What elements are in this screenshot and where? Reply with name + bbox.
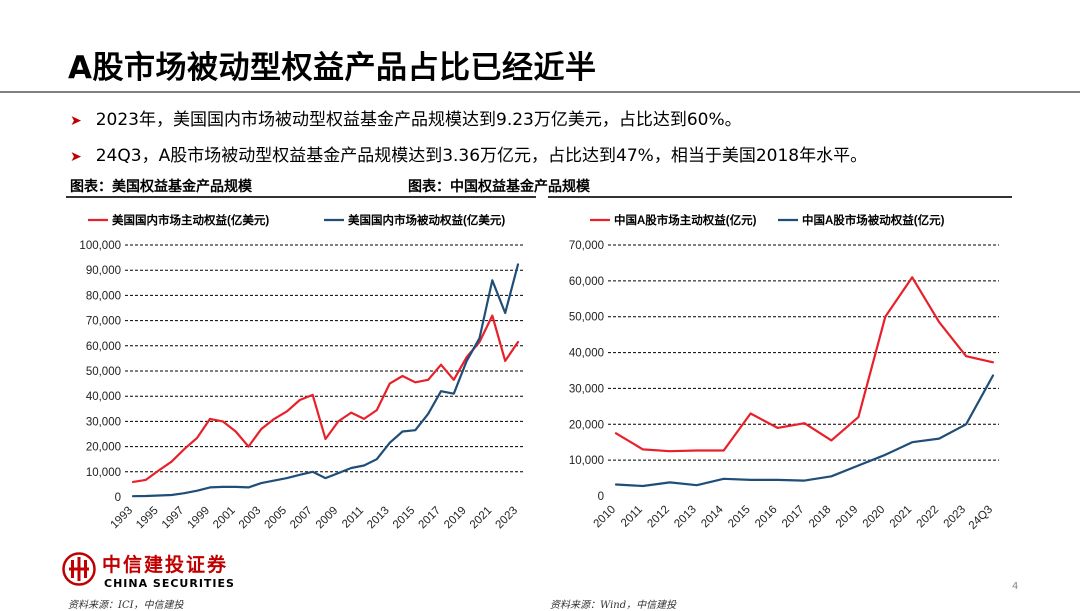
us-chart-x-tick-label: 2009	[314, 505, 341, 532]
logo-english-name: CHINA SECURITIES	[104, 577, 235, 590]
china-equity-fund-chart: 0 10,000 20,000 30,000 40,000 50,000 60,000 70,…	[569, 213, 999, 532]
us-chart-y-tick-label: 90,000	[86, 265, 121, 277]
right-chart-caption: 图表：中国权益基金产品规模	[408, 179, 590, 195]
us-chart-x-tick-label: 2001	[211, 505, 238, 532]
us-chart-x-tick-label: 2003	[237, 505, 264, 532]
title-divider	[0, 91, 1080, 93]
us-chart-y-tick-label: 60,000	[86, 341, 121, 353]
cn-chart-legend-label: 中国A股市场被动权益(亿元)	[802, 213, 945, 227]
us-chart-x-tick-label: 1995	[134, 505, 161, 532]
cn-chart-x-tick-label: 24Q3	[967, 504, 995, 532]
us-chart-x-tick-label: 1999	[186, 505, 213, 532]
us-chart-x-tick-label: 2019	[442, 505, 469, 532]
us-chart-x-tick-label: 2011	[340, 505, 366, 531]
cn-chart-x-tick-label: 2010	[592, 504, 619, 531]
cn-chart-y-tick-label: 10,000	[569, 455, 604, 467]
cn-chart-y-tick-label: 0	[598, 491, 604, 503]
bullet-1-text: 2023年，美国国内市场被动型权益基金产品规模达到9.23万亿美元，占比达到60…	[95, 110, 742, 130]
cn-chart-x-tick-label: 2011	[619, 504, 645, 530]
cn-chart-x-tick-label: 2022	[915, 504, 942, 531]
bullet-arrow-icon: ➤	[70, 113, 82, 129]
us-chart-x-tick-label: 2017	[417, 505, 444, 532]
cn-chart-x-tick-label: 2020	[861, 504, 888, 531]
us-chart-x-tick-label: 2023	[494, 505, 521, 532]
us-chart-y-tick-label: 30,000	[86, 416, 121, 428]
cn-chart-x-tick-label: 2017	[780, 504, 807, 531]
us-chart-x-tick-label: 2013	[365, 505, 392, 532]
cn-chart-y-tick-label: 30,000	[569, 383, 604, 395]
cn-chart-series-passive-line	[614, 374, 995, 488]
cn-chart-x-tick-label: 2018	[807, 504, 834, 531]
cn-chart-y-tick-label: 60,000	[569, 276, 604, 288]
us-chart-y-tick-label: 0	[115, 492, 121, 504]
cn-chart-x-tick-label: 2013	[672, 504, 699, 531]
cn-chart-y-tick-label: 20,000	[569, 419, 604, 431]
left-caption-divider	[66, 196, 536, 198]
cn-chart-y-tick-label: 50,000	[569, 312, 604, 324]
bullet-arrow-icon: ➤	[70, 149, 82, 165]
bullet-2-text: 24Q3，A股市场被动型权益基金产品规模达到3.36万亿元，占比达到47%，相当…	[95, 146, 868, 166]
cn-chart-series-active-line	[614, 276, 995, 453]
us-chart-y-tick-label: 80,000	[86, 290, 121, 302]
cn-chart-x-tick-label: 2015	[726, 504, 753, 531]
page-title: A股市场被动型权益产品占比已经近半	[68, 50, 597, 86]
us-chart-x-tick-label: 2005	[263, 505, 290, 532]
cn-chart-y-tick-label: 70,000	[569, 240, 604, 252]
us-chart-y-tick-label: 10,000	[86, 467, 121, 479]
left-chart-caption: 图表：美国权益基金产品规模	[70, 179, 252, 195]
us-chart-x-tick-label: 2015	[391, 505, 418, 532]
cn-chart-x-tick-label: 2019	[834, 504, 861, 531]
page-number: 4	[1012, 581, 1019, 592]
us-chart-y-tick-label: 100,000	[79, 240, 121, 252]
cn-chart-x-tick-label: 2016	[753, 504, 780, 531]
cn-chart-y-tick-label: 40,000	[569, 348, 604, 360]
bullet-1: ➤ 2023年，美国国内市场被动型权益基金产品规模达到9.23万亿美元，占比达到6…	[70, 105, 742, 130]
us-chart-x-tick-label: 1997	[160, 505, 187, 532]
company-logo: 中信建投证券 CHINA SECURITIES	[62, 550, 242, 592]
left-chart-source: 资料来源：ICI，中信建投	[68, 600, 184, 611]
us-chart-x-tick-label: 2021	[468, 505, 495, 532]
us-chart-y-tick-label: 20,000	[86, 442, 121, 454]
us-chart-x-tick-label: 1993	[109, 505, 136, 532]
cn-chart-legend-label: 中国A股市场主动权益(亿元)	[614, 213, 757, 227]
us-chart-series-passive-line	[131, 263, 520, 498]
bullet-2: ➤ 24Q3，A股市场被动型权益基金产品规模达到3.36万亿元，占比达到47%，相…	[70, 141, 867, 166]
us-chart-x-tick-label: 2007	[288, 505, 315, 532]
us-chart-y-tick-label: 50,000	[86, 366, 121, 378]
right-chart-source: 资料来源：Wind，中信建投	[550, 600, 677, 611]
cn-chart-x-tick-label: 2021	[888, 504, 915, 531]
cn-chart-x-tick-label: 2014	[699, 503, 726, 530]
us-equity-fund-chart: 0 10,000 20,000 30,000 40,000 50,000 60,000 70,…	[79, 213, 524, 532]
us-chart-series-active-line	[131, 314, 520, 483]
right-caption-divider	[548, 196, 1012, 198]
us-chart-legend-label: 美国国内市场被动权益(亿美元)	[348, 213, 505, 227]
cn-chart-x-tick-label: 2023	[942, 504, 969, 531]
logo-chinese-name: 中信建投证券	[102, 554, 229, 576]
cn-chart-x-tick-label: 2012	[645, 504, 672, 531]
us-chart-legend-label: 美国国内市场主动权益(亿美元)	[112, 213, 269, 227]
logo-emblem-icon	[62, 552, 96, 586]
us-chart-y-tick-label: 70,000	[86, 316, 121, 328]
us-chart-y-tick-label: 40,000	[86, 391, 121, 403]
